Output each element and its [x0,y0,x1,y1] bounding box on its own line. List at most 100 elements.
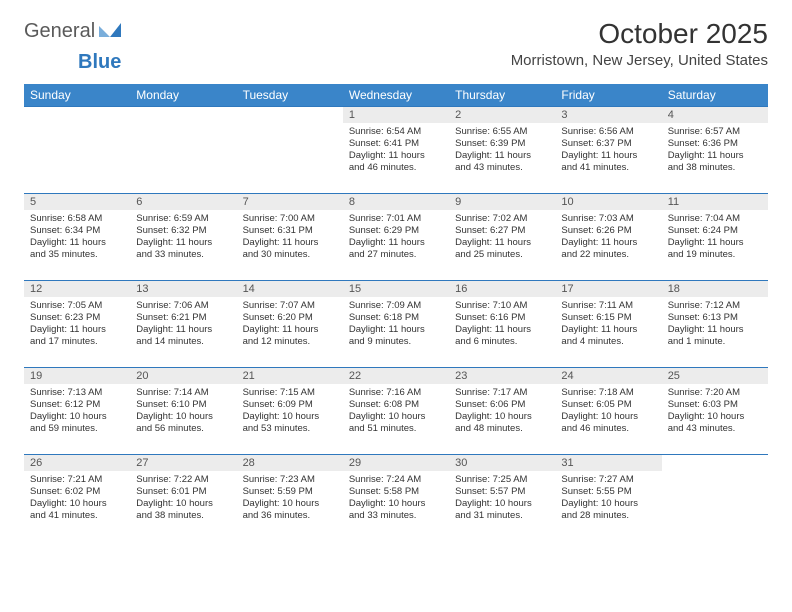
sunrise-text: Sunrise: 7:22 AM [136,474,230,486]
day-details: Sunrise: 7:14 AMSunset: 6:10 PMDaylight:… [130,384,236,438]
sunset-text: Sunset: 6:16 PM [455,312,549,324]
sunset-text: Sunset: 6:10 PM [136,399,230,411]
sunrise-text: Sunrise: 7:02 AM [455,213,549,225]
daylight-text-2: and 25 minutes. [455,249,549,261]
calendar-cell: 31Sunrise: 7:27 AMSunset: 5:55 PMDayligh… [555,455,661,542]
sunrise-text: Sunrise: 7:03 AM [561,213,655,225]
day-number: 27 [130,455,236,471]
sunset-text: Sunset: 6:18 PM [349,312,443,324]
sunset-text: Sunset: 6:08 PM [349,399,443,411]
daylight-text-2: and 38 minutes. [668,162,762,174]
calendar-table: Sunday Monday Tuesday Wednesday Thursday… [24,84,768,541]
calendar-week-row: 26Sunrise: 7:21 AMSunset: 6:02 PMDayligh… [24,455,768,542]
title-block: October 2025 Morristown, New Jersey, Uni… [511,18,768,69]
sunset-text: Sunset: 6:15 PM [561,312,655,324]
calendar-cell: 2Sunrise: 6:55 AMSunset: 6:39 PMDaylight… [449,107,555,194]
sunset-text: Sunset: 6:06 PM [455,399,549,411]
daylight-text-2: and 43 minutes. [455,162,549,174]
day-number: 19 [24,368,130,384]
day-details: Sunrise: 6:54 AMSunset: 6:41 PMDaylight:… [343,123,449,177]
daylight-text-2: and 41 minutes. [30,510,124,522]
daylight-text-1: Daylight: 10 hours [349,411,443,423]
sunset-text: Sunset: 6:36 PM [668,138,762,150]
sunrise-text: Sunrise: 6:56 AM [561,126,655,138]
day-details: Sunrise: 7:04 AMSunset: 6:24 PMDaylight:… [662,210,768,264]
daylight-text-1: Daylight: 10 hours [668,411,762,423]
calendar-week-row: 19Sunrise: 7:13 AMSunset: 6:12 PMDayligh… [24,368,768,455]
day-header: Wednesday [343,84,449,107]
day-details: Sunrise: 6:56 AMSunset: 6:37 PMDaylight:… [555,123,661,177]
day-number: 10 [555,194,661,210]
calendar-week-row: 12Sunrise: 7:05 AMSunset: 6:23 PMDayligh… [24,281,768,368]
daylight-text-2: and 27 minutes. [349,249,443,261]
sunset-text: Sunset: 6:01 PM [136,486,230,498]
daylight-text-2: and 17 minutes. [30,336,124,348]
day-number: 2 [449,107,555,123]
daylight-text-1: Daylight: 10 hours [455,498,549,510]
day-number: 16 [449,281,555,297]
day-details: Sunrise: 7:27 AMSunset: 5:55 PMDaylight:… [555,471,661,525]
sunset-text: Sunset: 6:09 PM [243,399,337,411]
daylight-text-1: Daylight: 11 hours [136,237,230,249]
daylight-text-1: Daylight: 11 hours [561,150,655,162]
day-details: Sunrise: 7:24 AMSunset: 5:58 PMDaylight:… [343,471,449,525]
sunrise-text: Sunrise: 7:00 AM [243,213,337,225]
sunrise-text: Sunrise: 7:01 AM [349,213,443,225]
sunset-text: Sunset: 6:29 PM [349,225,443,237]
sunset-text: Sunset: 6:32 PM [136,225,230,237]
calendar-week-row: 1Sunrise: 6:54 AMSunset: 6:41 PMDaylight… [24,107,768,194]
logo-text-blue: Blue [78,51,121,73]
day-details: Sunrise: 6:58 AMSunset: 6:34 PMDaylight:… [24,210,130,264]
day-header: Tuesday [237,84,343,107]
sunset-text: Sunset: 5:58 PM [349,486,443,498]
daylight-text-1: Daylight: 11 hours [668,150,762,162]
calendar-cell: 30Sunrise: 7:25 AMSunset: 5:57 PMDayligh… [449,455,555,542]
sunset-text: Sunset: 6:27 PM [455,225,549,237]
logo-mark-icon [99,20,121,43]
daylight-text-1: Daylight: 11 hours [455,237,549,249]
day-number: 22 [343,368,449,384]
daylight-text-2: and 22 minutes. [561,249,655,261]
daylight-text-1: Daylight: 11 hours [349,150,443,162]
sunrise-text: Sunrise: 7:10 AM [455,300,549,312]
day-details: Sunrise: 7:18 AMSunset: 6:05 PMDaylight:… [555,384,661,438]
day-details: Sunrise: 6:55 AMSunset: 6:39 PMDaylight:… [449,123,555,177]
daylight-text-1: Daylight: 10 hours [136,411,230,423]
day-number: 12 [24,281,130,297]
calendar-body: 1Sunrise: 6:54 AMSunset: 6:41 PMDaylight… [24,107,768,542]
daylight-text-2: and 9 minutes. [349,336,443,348]
day-header: Sunday [24,84,130,107]
day-header: Saturday [662,84,768,107]
day-number: 18 [662,281,768,297]
day-details: Sunrise: 7:09 AMSunset: 6:18 PMDaylight:… [343,297,449,351]
daylight-text-1: Daylight: 10 hours [243,498,337,510]
daylight-text-2: and 51 minutes. [349,423,443,435]
daylight-text-1: Daylight: 11 hours [561,324,655,336]
daylight-text-1: Daylight: 11 hours [349,324,443,336]
sunrise-text: Sunrise: 6:59 AM [136,213,230,225]
sunrise-text: Sunrise: 7:16 AM [349,387,443,399]
sunset-text: Sunset: 5:55 PM [561,486,655,498]
calendar-cell: 6Sunrise: 6:59 AMSunset: 6:32 PMDaylight… [130,194,236,281]
day-details: Sunrise: 7:10 AMSunset: 6:16 PMDaylight:… [449,297,555,351]
daylight-text-2: and 35 minutes. [30,249,124,261]
daylight-text-1: Daylight: 11 hours [455,150,549,162]
daylight-text-1: Daylight: 10 hours [30,498,124,510]
day-number: 1 [343,107,449,123]
day-number: 3 [555,107,661,123]
daylight-text-2: and 38 minutes. [136,510,230,522]
day-details: Sunrise: 7:07 AMSunset: 6:20 PMDaylight:… [237,297,343,351]
day-number: 30 [449,455,555,471]
calendar-cell: 26Sunrise: 7:21 AMSunset: 6:02 PMDayligh… [24,455,130,542]
sunset-text: Sunset: 6:13 PM [668,312,762,324]
sunrise-text: Sunrise: 7:05 AM [30,300,124,312]
calendar-cell: 15Sunrise: 7:09 AMSunset: 6:18 PMDayligh… [343,281,449,368]
calendar-cell: 5Sunrise: 6:58 AMSunset: 6:34 PMDaylight… [24,194,130,281]
daylight-text-2: and 53 minutes. [243,423,337,435]
sunrise-text: Sunrise: 7:23 AM [243,474,337,486]
sunset-text: Sunset: 6:03 PM [668,399,762,411]
day-number: 28 [237,455,343,471]
sunset-text: Sunset: 6:34 PM [30,225,124,237]
daylight-text-1: Daylight: 10 hours [243,411,337,423]
sunrise-text: Sunrise: 6:54 AM [349,126,443,138]
